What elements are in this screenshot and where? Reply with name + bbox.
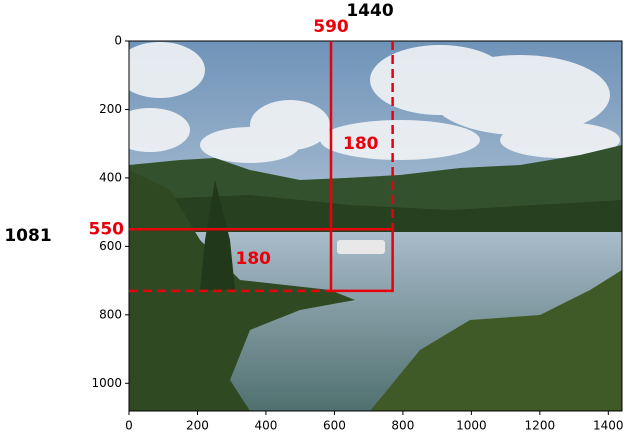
x-tick-label: 400 bbox=[254, 419, 277, 433]
box-width-label: 180 bbox=[343, 134, 379, 154]
box-height-label: 180 bbox=[235, 249, 271, 269]
x-tick-label: 1400 bbox=[593, 419, 624, 433]
x-tick-label: 0 bbox=[125, 419, 133, 433]
image-width-label: 1440 bbox=[346, 1, 393, 21]
x-tick-label: 1200 bbox=[525, 419, 556, 433]
photo bbox=[129, 41, 622, 411]
box-x-label: 590 bbox=[313, 17, 349, 37]
crop-box bbox=[329, 228, 394, 293]
axes-frame bbox=[128, 40, 623, 412]
image-height-label: 1081 bbox=[4, 226, 51, 246]
y-tick-label: 200 bbox=[99, 102, 122, 116]
box-y-label: 550 bbox=[89, 219, 125, 239]
x-tick-label: 1000 bbox=[456, 419, 487, 433]
y-tick-label: 400 bbox=[99, 170, 122, 184]
y-tick-label: 600 bbox=[99, 239, 122, 253]
x-tick-label: 800 bbox=[391, 419, 414, 433]
y-tick-label: 0 bbox=[114, 34, 122, 48]
y-tick-label: 1000 bbox=[91, 376, 122, 390]
x-tick-label: 600 bbox=[323, 419, 346, 433]
y-tick-label: 800 bbox=[99, 307, 122, 321]
x-tick-label: 200 bbox=[186, 419, 209, 433]
